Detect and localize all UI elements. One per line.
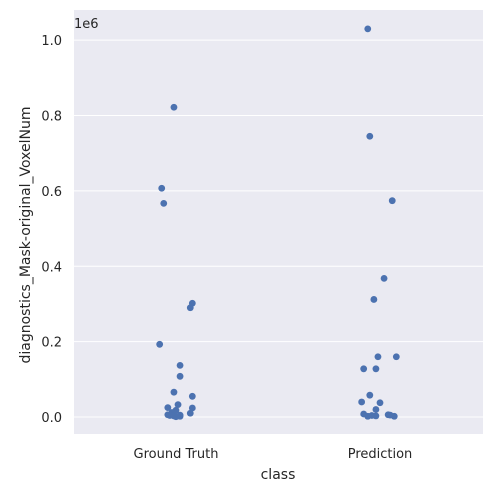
x-axis-label: class [261, 467, 296, 483]
data-point [176, 372, 184, 380]
data-point [188, 404, 196, 412]
data-point [366, 132, 374, 140]
y-tick-label: 0.8 [41, 110, 62, 125]
y-tick-label: 1.0 [41, 34, 62, 49]
y-tick-label: 0.6 [41, 185, 62, 200]
data-point [376, 399, 384, 407]
x-tick-labels: Ground Truth Prediction [134, 447, 413, 462]
data-point [380, 274, 388, 282]
y-tick-label: 0.2 [41, 336, 62, 351]
data-point [372, 406, 380, 413]
y-axis-offset-text: 1e6 [74, 17, 99, 32]
data-point [186, 409, 194, 417]
y-tick-label: 0.4 [41, 260, 62, 275]
data-point [374, 353, 382, 361]
data-point [170, 103, 178, 111]
data-points [156, 25, 400, 421]
plot-background [74, 10, 483, 434]
x-tick-label: Ground Truth [134, 447, 219, 462]
data-point [170, 388, 178, 396]
data-point [358, 398, 366, 406]
data-point [158, 184, 166, 192]
y-gridlines [74, 39, 483, 418]
data-point [388, 197, 396, 205]
data-point [176, 362, 184, 369]
data-point [366, 391, 374, 399]
y-axis-label: diagnostics_Mask-original_VoxelNum [18, 106, 34, 363]
data-point [164, 404, 172, 412]
data-point [364, 412, 372, 420]
data-point [172, 413, 180, 421]
data-point [372, 412, 380, 420]
y-tick-label: 0.0 [41, 411, 62, 426]
data-point [372, 365, 380, 373]
x-tick-label: Prediction [348, 447, 413, 462]
data-point [186, 304, 194, 312]
y-tick-labels: 0.0 0.2 0.4 0.6 0.8 1.0 [41, 34, 62, 426]
data-point [390, 412, 398, 420]
data-point [360, 365, 368, 373]
data-point [156, 340, 164, 348]
data-point [364, 25, 372, 33]
data-point [188, 392, 196, 400]
data-point [174, 401, 182, 409]
data-point [370, 296, 378, 303]
data-point [160, 199, 168, 207]
data-point [392, 353, 400, 361]
